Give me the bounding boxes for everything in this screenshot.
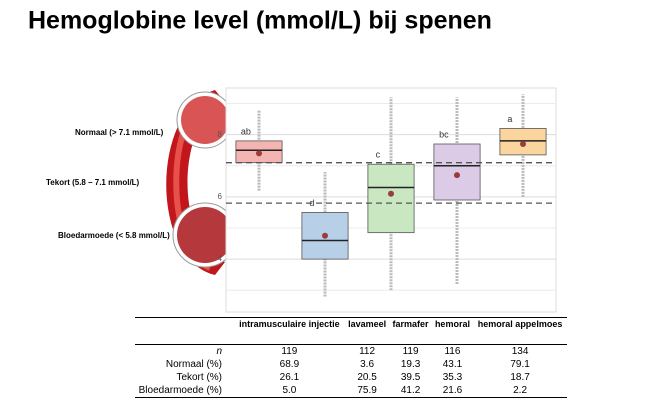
row-label: Bloedarmoede (%) (135, 384, 234, 398)
box (367, 163, 415, 234)
table-cell: 112 (359, 346, 376, 357)
group-letter: c (376, 150, 381, 160)
table-cell: 43.1 (442, 359, 463, 370)
summary-table: intramusculaire injectie lavameel farmaf… (135, 317, 567, 398)
row-label: Normaal (%) (165, 359, 222, 370)
header-cell: intramusculaire injectie (234, 317, 345, 345)
mean (322, 232, 328, 239)
annotation: Normaal (> 7.1 mmol/L) (75, 128, 164, 137)
y-tick-label: 6 (218, 192, 223, 201)
table-cell: 2.2 (473, 384, 567, 398)
header-cell: hemoral (431, 317, 474, 345)
mean (520, 141, 526, 147)
table-cell: 18.7 (510, 372, 530, 383)
group-letter: a (507, 114, 512, 124)
mean (256, 150, 262, 157)
table-cell: 3.6 (360, 359, 375, 370)
table-cell: 119 (402, 346, 419, 357)
table-cell: 26.1 (279, 372, 300, 383)
table-cell: 134 (511, 346, 529, 357)
group-letter: ab (241, 126, 251, 136)
box (433, 143, 481, 201)
header-cell: hemoral appelmoes (473, 317, 567, 345)
row-label: Tekort (%) (176, 372, 222, 383)
mean (454, 172, 460, 179)
y-tick-label: 8 (218, 130, 223, 139)
table-cell: 5.0 (234, 384, 345, 398)
header-cell: lavameel (344, 317, 390, 345)
table-cell: 35.3 (442, 372, 463, 383)
slide-title: Hemoglobine level (mmol/L) bij spenen (28, 7, 492, 35)
header-cell (135, 317, 234, 345)
table-cell: 116 (444, 346, 461, 357)
table-row: Normaal (%) 68.9 3.6 19.3 43.1 79.1 (135, 358, 567, 371)
table-cell: 39.5 (400, 372, 421, 383)
table-cell: 75.9 (344, 384, 390, 398)
table-row: Tekort (%) 26.1 20.5 39.5 35.3 18.7 (135, 371, 567, 384)
table-cell: 20.5 (357, 372, 377, 383)
table-header: intramusculaire injectie lavameel farmaf… (135, 317, 567, 345)
table-cell: 68.9 (279, 359, 300, 370)
table-cell: 79.1 (510, 359, 530, 370)
header-cell: farmafer (389, 317, 432, 345)
table-cell: 41.2 (389, 384, 432, 398)
group-letter: bc (439, 129, 449, 139)
mean (388, 190, 394, 197)
annotation: Bloedarmoede (< 5.8 mmol/L) (58, 231, 170, 240)
vessel-illustration (166, 90, 238, 275)
table-cell: 119 (281, 346, 298, 357)
table-cell: 19.3 (400, 359, 421, 370)
annotation: Tekort (5.8 – 7.1 mmol/L) (46, 178, 140, 187)
table-row: Bloedarmoede (%) 5.0 75.9 41.2 21.6 2.2 (135, 384, 567, 398)
y-tick-label: 4 (218, 254, 223, 263)
table-cell: 21.6 (431, 384, 474, 398)
row-label: n (216, 346, 222, 357)
table-row: n 119 112 119 116 134 (135, 345, 567, 359)
